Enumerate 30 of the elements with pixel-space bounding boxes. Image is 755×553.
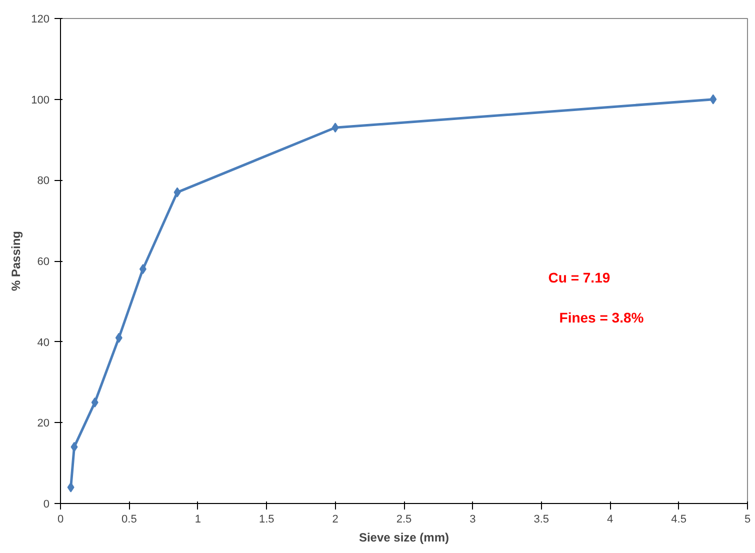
- x-tick-label: 3: [470, 514, 476, 526]
- x-tick-label: 2.5: [396, 514, 412, 526]
- point: [115, 332, 122, 343]
- x-tick-label: 1: [194, 514, 201, 526]
- x-tick-label: 4.5: [671, 514, 686, 526]
- y-tick-label: 40: [37, 336, 50, 349]
- point: [332, 122, 339, 133]
- point: [174, 187, 181, 198]
- x-axis-title: Sieve size (mm): [358, 530, 450, 544]
- y-tick-label: 80: [37, 175, 50, 188]
- x-tick-label: 3.5: [534, 514, 550, 526]
- x-tick-label: 2: [332, 514, 338, 526]
- annotation: Fines = 3.8%: [559, 310, 644, 326]
- x-tick-label: 1.5: [258, 514, 274, 526]
- y-tick-label: 100: [31, 94, 50, 106]
- point: [710, 94, 717, 104]
- x-tick-label: 5: [744, 514, 751, 526]
- point: [139, 264, 146, 274]
- y-axis-title: % Passing: [9, 230, 24, 292]
- x-tick-label: 0: [57, 514, 64, 526]
- x-tick-label: 0.5: [122, 514, 137, 526]
- x-tick-label: 4: [607, 514, 614, 526]
- point: [67, 482, 74, 492]
- annotation: Cu = 7.19: [548, 269, 610, 286]
- point: [91, 397, 98, 408]
- y-tick-label: 60: [37, 256, 50, 268]
- y-tick-label: 20: [37, 418, 50, 430]
- y-tick-label: 120: [31, 14, 50, 26]
- point: [70, 442, 78, 452]
- y-tick-label: 0: [43, 498, 50, 510]
